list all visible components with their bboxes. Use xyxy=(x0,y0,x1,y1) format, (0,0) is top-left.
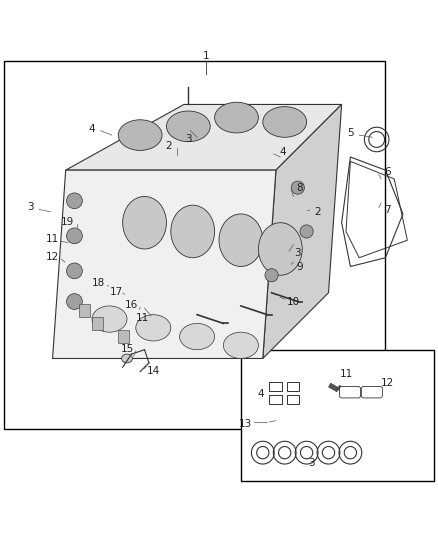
Text: 4: 4 xyxy=(257,389,264,399)
Ellipse shape xyxy=(180,324,215,350)
Circle shape xyxy=(291,181,304,194)
Text: 7: 7 xyxy=(384,205,391,215)
Text: 11: 11 xyxy=(339,369,353,379)
Text: 14: 14 xyxy=(147,366,160,376)
Polygon shape xyxy=(53,170,276,359)
Ellipse shape xyxy=(92,306,127,332)
Bar xyxy=(4,61,385,429)
Text: 4: 4 xyxy=(279,147,286,157)
Bar xyxy=(241,350,434,481)
Bar xyxy=(337,385,348,394)
Circle shape xyxy=(67,263,82,279)
Ellipse shape xyxy=(171,205,215,258)
Text: 8: 8 xyxy=(297,183,304,192)
Ellipse shape xyxy=(166,111,210,142)
Ellipse shape xyxy=(223,332,258,359)
Text: 1: 1 xyxy=(202,51,209,61)
FancyBboxPatch shape xyxy=(361,386,382,398)
Ellipse shape xyxy=(263,107,307,138)
Text: 18: 18 xyxy=(92,278,105,288)
Text: 6: 6 xyxy=(384,167,391,177)
Ellipse shape xyxy=(215,102,258,133)
Ellipse shape xyxy=(258,223,302,275)
Ellipse shape xyxy=(121,354,132,363)
Text: 5: 5 xyxy=(347,128,354,138)
Text: 4: 4 xyxy=(88,124,95,134)
Bar xyxy=(328,383,339,392)
Text: 19: 19 xyxy=(61,217,74,227)
FancyBboxPatch shape xyxy=(339,386,360,398)
Text: 2: 2 xyxy=(165,141,172,151)
Text: 15: 15 xyxy=(120,344,134,354)
Bar xyxy=(92,317,103,330)
Text: 17: 17 xyxy=(110,287,123,297)
Text: 3: 3 xyxy=(185,134,192,144)
Polygon shape xyxy=(66,104,342,170)
Text: 3: 3 xyxy=(27,203,34,212)
Text: 12: 12 xyxy=(381,377,394,387)
Circle shape xyxy=(265,269,278,282)
Bar xyxy=(118,330,129,343)
Bar xyxy=(79,304,90,317)
Bar xyxy=(269,382,282,391)
Bar xyxy=(287,395,299,405)
Text: 11: 11 xyxy=(136,313,149,323)
Circle shape xyxy=(300,225,313,238)
Bar xyxy=(287,382,299,391)
Ellipse shape xyxy=(219,214,263,266)
Bar xyxy=(269,395,282,405)
Text: 12: 12 xyxy=(46,252,59,262)
Circle shape xyxy=(67,294,82,310)
Text: 9: 9 xyxy=(297,262,304,271)
Polygon shape xyxy=(263,104,342,359)
Text: 11: 11 xyxy=(46,235,59,244)
Circle shape xyxy=(67,193,82,209)
Text: 3: 3 xyxy=(294,248,301,259)
Ellipse shape xyxy=(118,120,162,150)
Text: 10: 10 xyxy=(287,296,300,306)
Ellipse shape xyxy=(136,314,171,341)
Text: 13: 13 xyxy=(239,419,252,429)
Ellipse shape xyxy=(123,197,166,249)
Text: 16: 16 xyxy=(125,300,138,310)
Text: 2: 2 xyxy=(314,207,321,217)
Circle shape xyxy=(67,228,82,244)
Text: 3: 3 xyxy=(307,458,314,468)
